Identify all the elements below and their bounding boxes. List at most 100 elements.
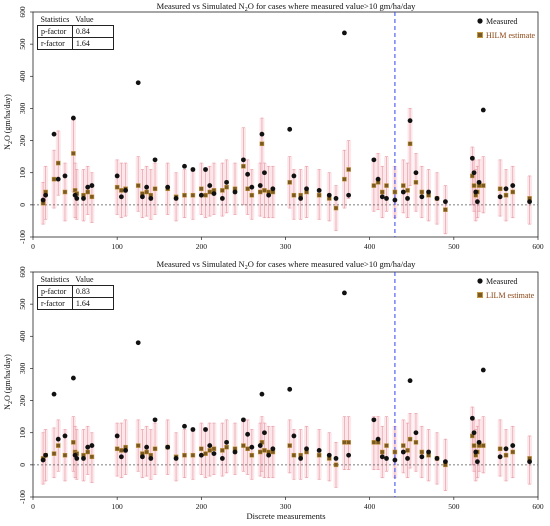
measured-point [55,176,61,182]
measured-point [85,184,91,190]
measured-point [245,171,251,177]
estimate-point [220,448,225,453]
estimate-point [333,205,339,211]
measured-point [298,456,304,461]
estimate-point [392,189,398,195]
chart-top: Measured vs Simulated N2O for cases wher… [3,1,544,251]
measured-point [259,131,265,137]
measured-point [62,433,68,439]
measured-point [473,449,479,455]
stats-header-row: Statistics Value [38,274,114,286]
measured-point [123,187,128,193]
measured-point [211,191,217,197]
legend-label-estimate: HILM estimate [486,31,536,40]
measured-point [40,457,46,463]
y-tick-label: 500 [18,38,27,50]
measured-point [497,194,503,200]
measured-point [419,194,425,200]
measured-point [262,430,267,436]
x-tick-label: 500 [448,242,460,251]
estimate-point [481,443,486,448]
measured-point [249,444,255,450]
estimate-point [380,189,385,195]
measured-point [497,454,503,460]
measured-point [257,183,263,188]
y-tick-label: 400 [18,330,27,342]
measured-point [510,183,516,188]
measured-point [443,199,448,205]
measured-point [426,189,431,195]
estimate-point [342,440,347,445]
measured-point [198,192,204,198]
measured-point [471,170,477,176]
estimate-point [51,176,57,182]
estimate-point [114,184,120,190]
estimate-point [342,176,347,182]
measured-point [241,157,246,163]
stats-value: 1.64 [71,297,114,310]
measured-point [379,454,385,460]
stats-row: p-factor 0.84 [37,25,114,38]
measured-point [371,157,377,163]
measured-point [291,433,297,439]
y-tick-label: 0 [18,463,27,467]
measured-point [81,196,86,201]
y-tick-label: 0 [18,203,27,207]
x-tick-label: 400 [364,242,376,251]
estimate-point [471,183,477,188]
measured-point [471,430,477,436]
measured-point [81,456,86,461]
stats-table: Statistics Value p-factor 0.83 r-factor … [37,274,114,310]
measured-point [85,444,91,450]
measured-point [291,173,297,179]
stats-label: p-factor [37,285,73,298]
estimate-point [384,443,389,448]
x-tick-label: 600 [532,242,544,251]
estimate-point [316,452,322,458]
y-tick-label: 500 [18,298,27,310]
stats-label: p-factor [37,25,73,38]
measured-point [469,155,475,161]
estimate-point [203,192,208,198]
measured-point [426,449,431,455]
measured-point [342,290,347,296]
measured-point [144,184,150,190]
measured-point [43,452,49,458]
measured-point [198,452,204,458]
estimate-point [262,448,267,453]
estimate-point [405,448,410,453]
estimate-point [85,189,90,195]
estimate-point [71,151,76,156]
estimate-point [241,443,246,448]
measured-point [203,167,208,172]
estimate-point [401,443,406,448]
measured-point [503,186,509,192]
measured-point [241,417,246,423]
measured-point [475,459,480,465]
measured-point [207,443,213,448]
estimate-point [262,188,267,193]
measured-point [270,186,276,192]
measured-point [51,391,57,397]
stats-row: r-factor 1.64 [37,297,114,310]
estimate-point [119,188,124,193]
stats-header-label: Statistics [40,15,70,24]
measured-point [407,378,413,384]
estimate-point [384,183,389,188]
measured-point [123,447,128,453]
estimate-point [287,443,292,448]
legend-marker-measured [477,18,483,24]
measured-point [287,126,293,132]
measured-point [346,452,352,458]
estimate-point [258,189,263,195]
measured-point [326,452,332,458]
estimate-point [85,449,90,455]
estimate-point [211,446,217,452]
stats-value: 0.84 [71,25,114,38]
measured-point [419,454,425,460]
estimate-point [259,141,265,147]
measured-point [114,433,120,439]
measured-point [40,197,46,203]
measured-point [74,456,80,461]
